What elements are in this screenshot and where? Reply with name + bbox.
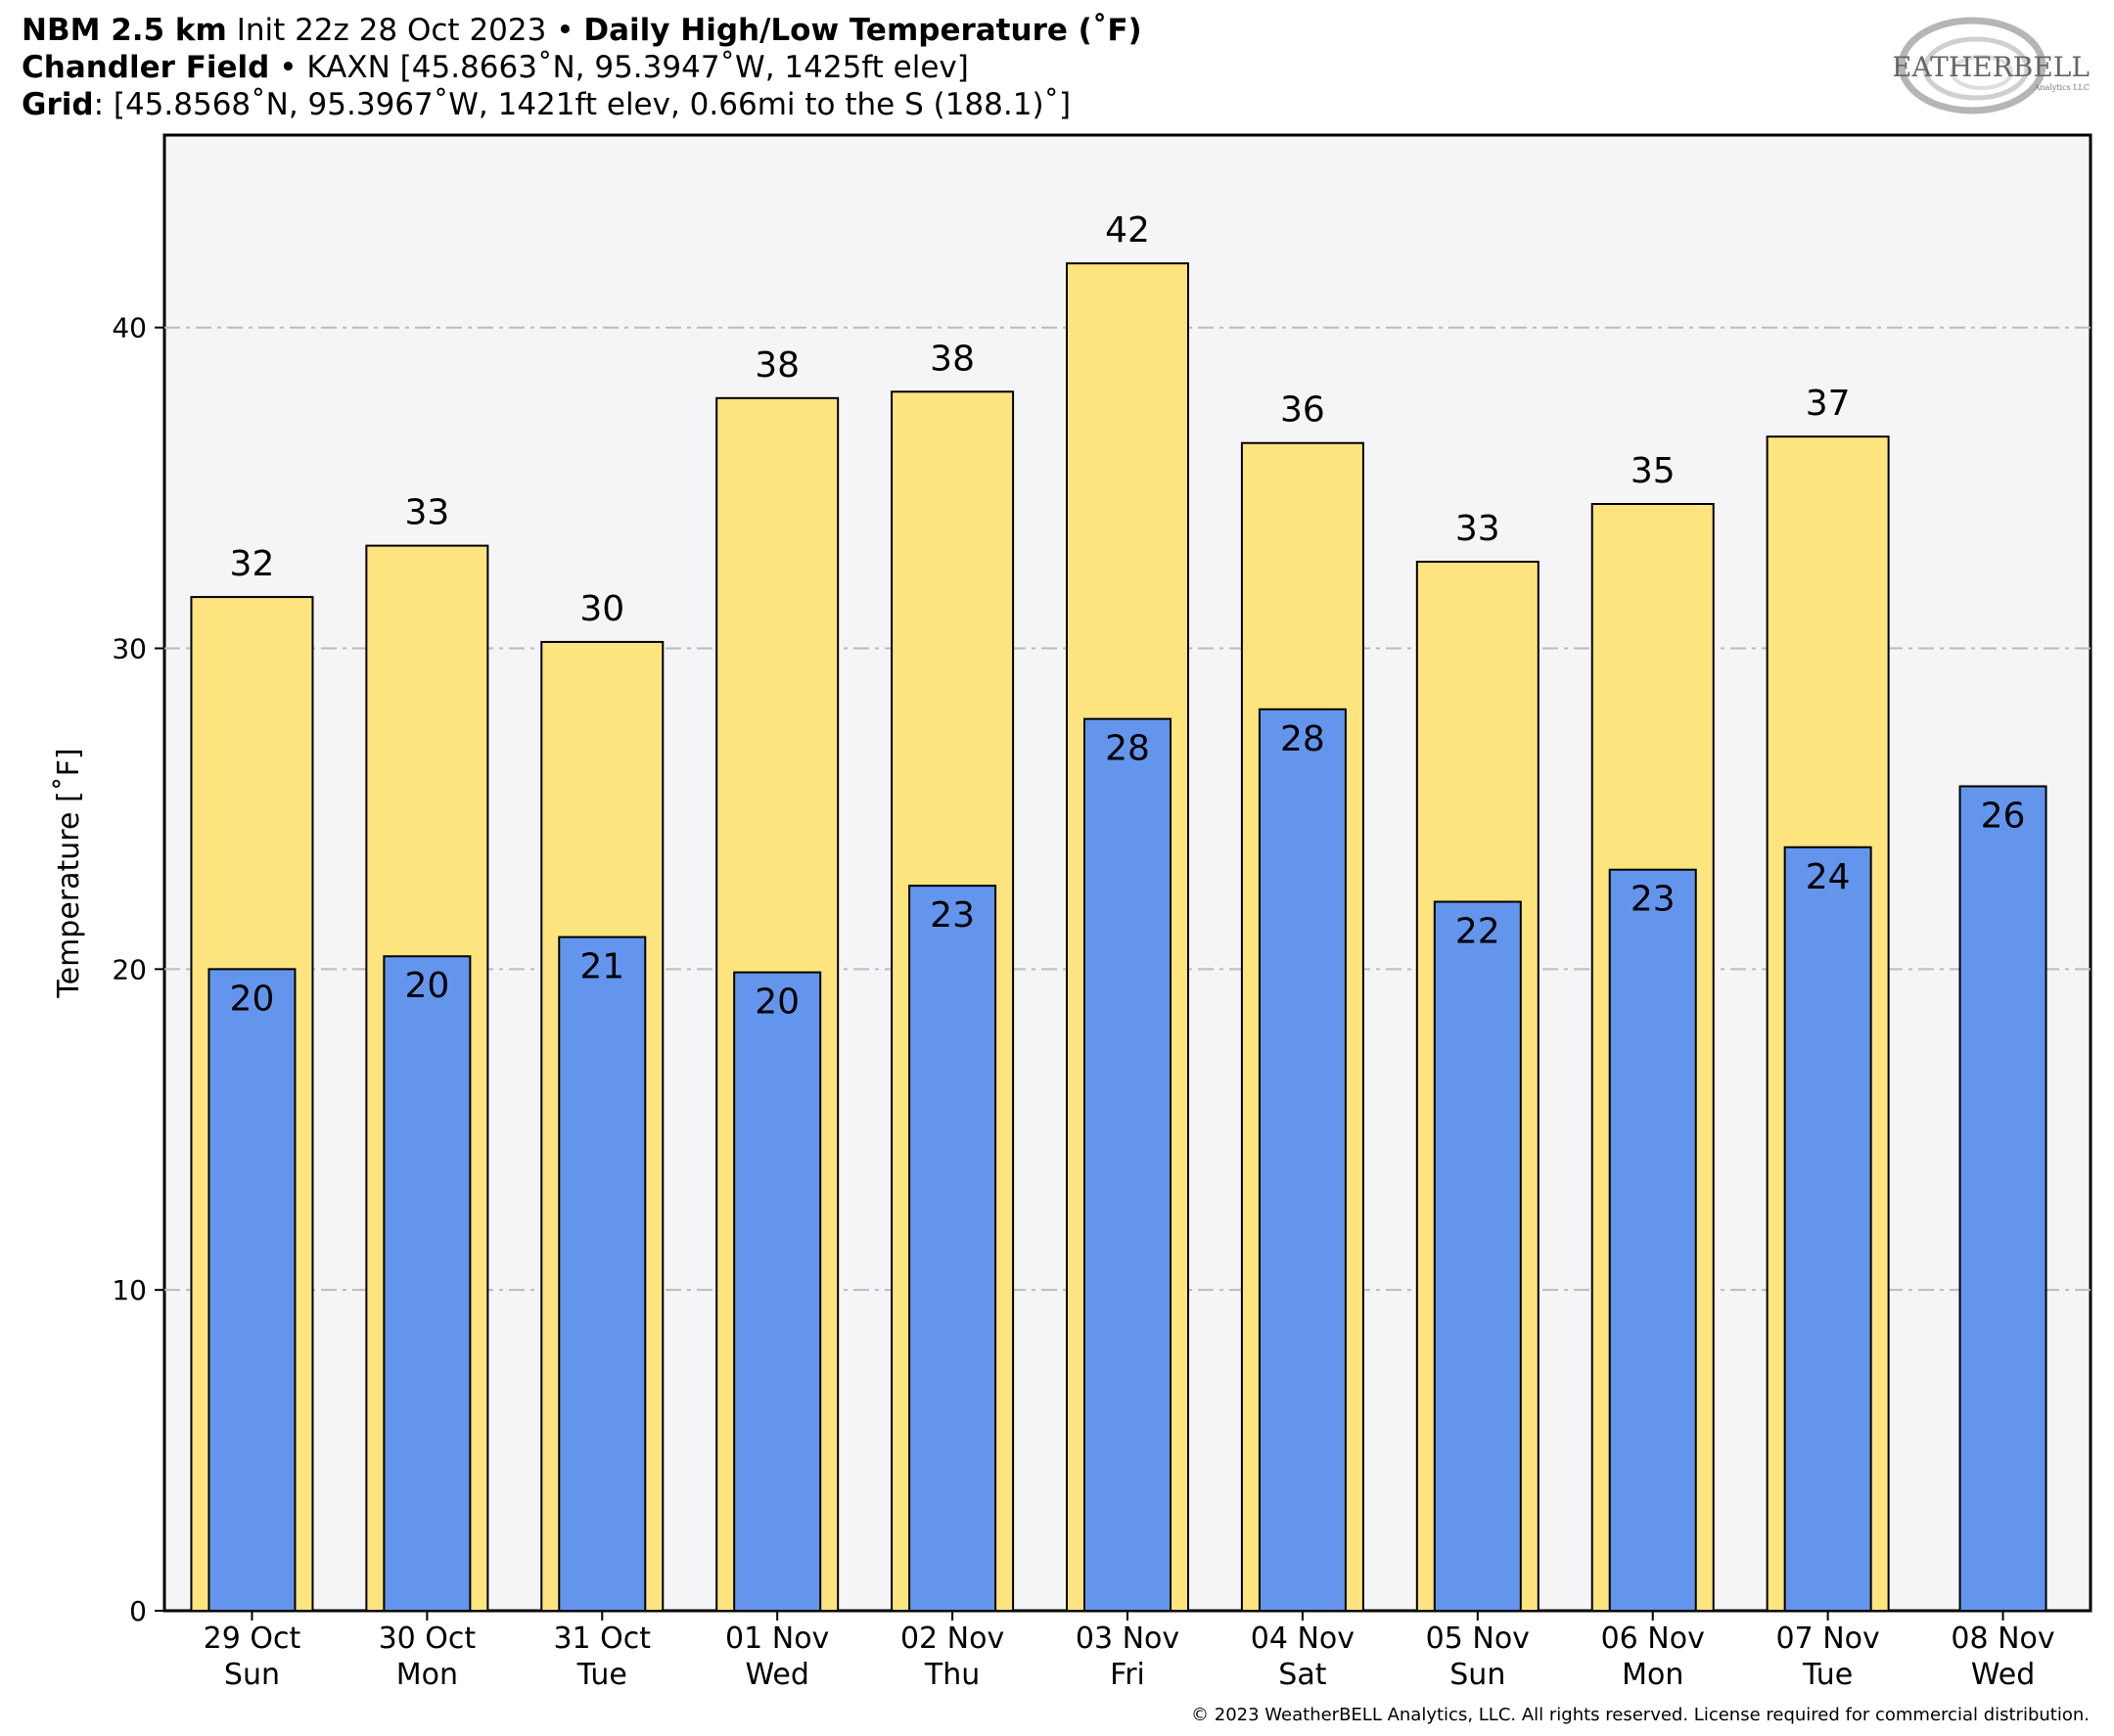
- init-time: Init 22z 28 Oct 2023: [236, 13, 547, 48]
- high-temp-label: 35: [1631, 451, 1676, 491]
- y-tick-label: 0: [129, 1595, 147, 1627]
- low-temp-bar: [1608, 868, 1697, 1612]
- low-temp-label: 23: [1631, 880, 1676, 920]
- x-tick-label-date: 05 Nov: [1426, 1622, 1530, 1656]
- high-temp-label: 37: [1806, 384, 1851, 424]
- separator: •: [279, 50, 298, 85]
- weatherbell-logo: WEATHERBELL Analytics LLC: [1894, 17, 2090, 114]
- station-info: KAXN [45.8663˚N, 95.3947˚W, 1425ft elev]: [306, 50, 969, 85]
- high-temp-label: 33: [1455, 509, 1500, 549]
- x-tick-label-date: 31 Oct: [553, 1622, 651, 1656]
- x-tick-label-day: Wed: [1971, 1658, 2035, 1692]
- x-tick-label-day: Sat: [1278, 1658, 1326, 1692]
- x-tick-label-day: Sun: [1449, 1658, 1505, 1692]
- low-temp-bar: [1433, 900, 1522, 1612]
- x-tick-label-day: Mon: [1622, 1658, 1683, 1692]
- low-temp-label: 28: [1105, 729, 1150, 769]
- high-temp-label: 42: [1105, 210, 1150, 251]
- chart-title-line-2: Chandler Field • KAXN [45.8663˚N, 95.394…: [22, 49, 969, 86]
- x-tick-label-date: 01 Nov: [725, 1622, 829, 1656]
- x-tick-label-date: 07 Nov: [1776, 1622, 1880, 1656]
- logo-subtext: Analytics LLC: [2034, 83, 2090, 92]
- x-tick-label-date: 02 Nov: [900, 1622, 1004, 1656]
- low-temp-bar: [1783, 845, 1872, 1612]
- bars: [190, 262, 2047, 1613]
- y-tick-label: 40: [112, 312, 147, 344]
- high-temp-label: 38: [755, 345, 800, 386]
- low-temp-bar: [1258, 708, 1347, 1612]
- low-temp-label: 23: [930, 895, 975, 936]
- low-temp-label: 28: [1280, 719, 1325, 759]
- low-temp-bar: [1083, 717, 1172, 1612]
- low-temp-bar: [908, 885, 997, 1612]
- low-temp-bar: [558, 936, 647, 1612]
- low-temp-label: 26: [1981, 796, 2026, 836]
- model-name: NBM 2.5 km: [22, 13, 227, 48]
- product-name: Daily High/Low Temperature (˚F): [583, 13, 1142, 48]
- low-temp-label: 20: [755, 982, 800, 1023]
- logo-text: WEATHERBELL: [1894, 51, 2090, 83]
- x-tick-label-date: 06 Nov: [1601, 1622, 1705, 1656]
- x-tick-label-day: Fri: [1110, 1658, 1145, 1692]
- high-temp-label: 32: [230, 544, 275, 584]
- grid-label: Grid: [22, 87, 94, 122]
- high-temp-label: 36: [1280, 390, 1325, 431]
- grid-info: : [45.8568˚N, 95.3967˚W, 1421ft elev, 0.…: [93, 87, 1072, 122]
- y-tick-label: 30: [112, 633, 147, 665]
- x-tick-label-day: Tue: [576, 1658, 627, 1692]
- x-tick-label-day: Sun: [224, 1658, 280, 1692]
- low-temp-bar: [207, 968, 297, 1612]
- copyright-notice: © 2023 WeatherBELL Analytics, LLC. All r…: [1191, 1705, 2090, 1725]
- low-temp-bar: [1958, 785, 2047, 1612]
- station-name: Chandler Field: [22, 50, 270, 85]
- low-temp-label: 24: [1806, 857, 1851, 897]
- x-tick-label-day: Tue: [1802, 1658, 1853, 1692]
- y-tick-label: 20: [112, 953, 147, 985]
- chart-title-line-3: Grid: [45.8568˚N, 95.3967˚W, 1421ft elev…: [22, 86, 1071, 123]
- data-labels: 32 20 33 20 30 21 38 20 38 23 42 28 36 28 33 22 35 23 37 24…: [230, 210, 2026, 1022]
- low-temp-bar: [383, 955, 472, 1612]
- y-axis-label: Temperature [˚F]: [52, 748, 86, 998]
- x-tick-label-day: Mon: [396, 1658, 458, 1692]
- low-temp-label: 20: [230, 979, 275, 1019]
- high-temp-label: 33: [404, 493, 449, 533]
- x-tick-label-date: 29 Oct: [204, 1622, 301, 1656]
- x-tick-label-date: 30 Oct: [379, 1622, 477, 1656]
- low-temp-label: 21: [579, 947, 624, 987]
- x-tick-label-date: 04 Nov: [1251, 1622, 1355, 1656]
- low-temp-label: 20: [404, 966, 449, 1006]
- x-tick-label-date: 03 Nov: [1076, 1622, 1179, 1656]
- y-tick-label: 10: [112, 1274, 147, 1306]
- high-temp-label: 30: [579, 589, 624, 629]
- x-tick-label-day: Wed: [745, 1658, 808, 1692]
- chart-title-line-1: NBM 2.5 km Init 22z 28 Oct 2023 • Daily …: [22, 12, 1142, 49]
- low-temp-bar: [733, 971, 822, 1612]
- low-temp-label: 22: [1455, 912, 1500, 952]
- separator: •: [556, 13, 574, 48]
- high-temp-label: 38: [930, 339, 975, 379]
- x-tick-label-date: 08 Nov: [1951, 1622, 2054, 1656]
- x-tick-label-day: Thu: [924, 1658, 980, 1692]
